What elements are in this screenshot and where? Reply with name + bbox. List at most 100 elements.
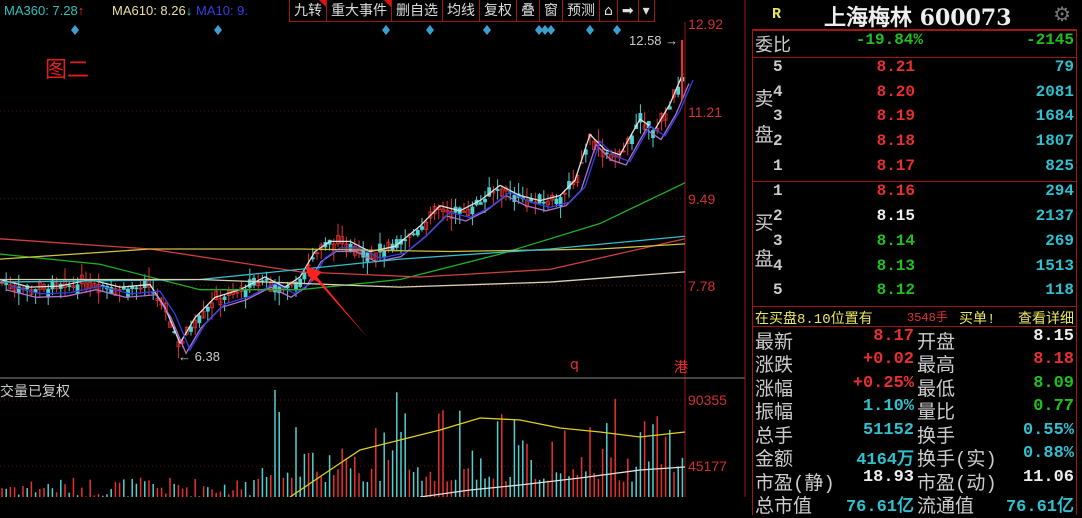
- stat-label: 流通值: [917, 496, 975, 518]
- candle-body: [428, 211, 433, 219]
- buy-label: 买盘: [754, 213, 774, 272]
- stat-row: 涨跌 +0.02 最高 8.18: [753, 350, 1076, 378]
- marker-diamond: [613, 25, 621, 35]
- chevron-down-icon[interactable]: ▾: [637, 0, 654, 21]
- ma20-line: [9, 79, 694, 352]
- ma10-line: [5, 83, 690, 355]
- stat-label: 涨幅: [755, 378, 794, 401]
- candle-body: [558, 197, 563, 207]
- remove-watchlist-button[interactable]: 删自选: [391, 0, 442, 21]
- candle-body: [483, 198, 487, 203]
- sell-row[interactable]: 2 8.18 1807: [753, 132, 1076, 157]
- price: 8.18: [876, 132, 915, 151]
- stat-label: 振幅: [755, 402, 794, 425]
- sell-row[interactable]: 5 8.21 79: [753, 58, 1076, 83]
- candle-body: [495, 189, 500, 191]
- notice-tail: 买单!: [959, 311, 996, 328]
- stat-value: 18.93: [862, 467, 914, 487]
- stat-value: 8.18: [1033, 350, 1074, 370]
- sell-row[interactable]: 3 8.19 1684: [753, 107, 1076, 132]
- jump-end-icon[interactable]: ➡: [616, 0, 638, 21]
- lock-icon[interactable]: ⌂: [599, 0, 617, 21]
- marker-diamond: [71, 25, 79, 35]
- candle-body: [113, 288, 118, 296]
- candle-body: [499, 188, 504, 197]
- marker-diamond: [547, 25, 555, 35]
- ma120-line: [0, 238, 686, 278]
- price: 8.16: [876, 182, 915, 201]
- weibi-row: 委比 -19.84% -2145: [753, 31, 1076, 57]
- price: 8.14: [876, 231, 915, 250]
- volume: 118: [1045, 281, 1074, 300]
- candle-body: [134, 287, 139, 290]
- sell-row[interactable]: 4 8.20 2081: [753, 83, 1076, 108]
- buy-row[interactable]: 1 8.16 294: [753, 182, 1076, 207]
- candle-body: [235, 291, 240, 294]
- buy-row[interactable]: 3 8.14 269: [753, 232, 1076, 257]
- marker-diamond: [214, 25, 222, 35]
- overlay-button[interactable]: 叠: [516, 0, 539, 21]
- candle-body: [71, 285, 76, 289]
- candle-body: [210, 302, 214, 309]
- candle-body: [352, 245, 357, 256]
- stat-label: 量比: [917, 402, 956, 425]
- ma-button[interactable]: 均线: [442, 0, 479, 21]
- volume: 2137: [1035, 207, 1074, 226]
- stat-value: 0.88%: [1022, 444, 1074, 464]
- stat-label: 涨跌: [755, 355, 794, 378]
- stat-label: 最新: [755, 331, 794, 354]
- candle-body: [130, 286, 135, 290]
- window-button[interactable]: 窗: [539, 0, 562, 21]
- stat-label: 换手: [917, 425, 956, 448]
- marker-q[interactable]: q: [570, 357, 579, 373]
- level: 1: [773, 156, 783, 175]
- gear-icon[interactable]: ⚙: [1053, 5, 1071, 28]
- ma360-label: MA360: 7.28↑: [4, 3, 85, 18]
- buy-row[interactable]: 4 8.13 1513: [753, 257, 1076, 282]
- candle-body: [411, 233, 416, 236]
- candle-body: [302, 271, 307, 280]
- stat-label: 最低: [917, 378, 956, 401]
- candle-body: [138, 287, 143, 290]
- candle-body: [554, 198, 559, 205]
- candle-body: [75, 284, 80, 294]
- buy-row[interactable]: 2 8.15 2137: [753, 207, 1076, 232]
- stat-row: 总市值 76.61亿 流通值 76.61亿: [753, 491, 1076, 518]
- marker-diamond: [541, 25, 549, 35]
- marker-diamond: [426, 25, 434, 35]
- candle-body: [46, 288, 51, 297]
- jiuzhuan-button[interactable]: 九转: [290, 0, 326, 21]
- candle-body: [142, 280, 147, 288]
- volume-title: 交量已复权: [0, 384, 70, 400]
- quote-panel: R 上海梅林 600073 ⚙ 委比 -19.84% -2145 卖盘 5 8.2…: [752, 0, 1077, 518]
- stat-row: 振幅 1.10% 量比 0.77: [753, 397, 1076, 425]
- candle-body: [184, 326, 189, 335]
- stat-row: 涨幅 +0.25% 最低 8.09: [753, 374, 1076, 401]
- volume-tick: 45177: [688, 458, 727, 474]
- annotation-label: 图二: [45, 58, 90, 83]
- stat-label: 换手(实): [917, 449, 997, 472]
- stat-value: +0.02: [862, 350, 914, 370]
- price: 8.17: [876, 156, 915, 175]
- volume: 1684: [1035, 107, 1074, 126]
- level: 2: [773, 207, 783, 226]
- buy-row[interactable]: 5 8.12 118: [753, 281, 1076, 306]
- view-detail-link[interactable]: 查看详细: [1018, 311, 1074, 328]
- sell-label: 卖盘: [754, 89, 774, 147]
- candle-body: [424, 221, 429, 230]
- candle-body: [663, 113, 668, 121]
- candle-body: [189, 326, 193, 332]
- kline-chart[interactable]: [0, 0, 750, 497]
- marker-hk[interactable]: 港: [674, 360, 688, 376]
- candle-body: [642, 124, 647, 130]
- forecast-button[interactable]: 预测: [562, 0, 599, 21]
- level: 1: [773, 182, 783, 201]
- major-events-button[interactable]: 重大事件: [326, 0, 391, 21]
- sell-row[interactable]: 1 8.17 825: [753, 157, 1076, 182]
- candle-body: [672, 89, 676, 98]
- candle-body: [96, 283, 101, 294]
- volume: 1513: [1035, 256, 1074, 275]
- adjust-button[interactable]: 复权: [479, 0, 516, 21]
- marker-diamond: [535, 25, 543, 35]
- stat-row: 最新 8.17 开盘 8.15: [753, 327, 1076, 354]
